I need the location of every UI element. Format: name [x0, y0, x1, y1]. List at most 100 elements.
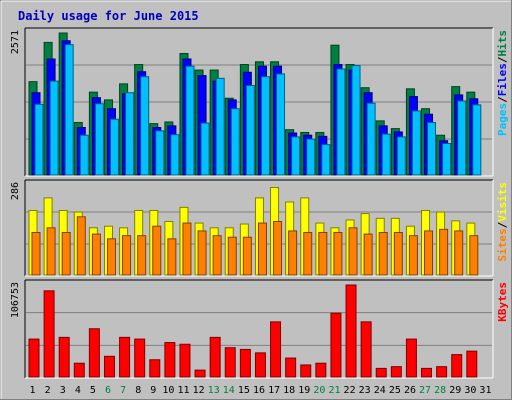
chart-title: Daily usage for June 2015 — [18, 9, 199, 23]
x-tick-day-2: 2 — [45, 385, 51, 396]
x-tick-day-14: 14 — [223, 385, 235, 396]
bar-sites-day-8 — [137, 235, 147, 276]
bar-sites-day-28 — [439, 228, 449, 276]
x-tick-day-7: 7 — [120, 385, 126, 396]
bar-pages-day-28 — [442, 143, 452, 176]
bar-sites-day-7 — [122, 235, 132, 276]
bar-kbytes-day-30 — [466, 350, 478, 378]
bar-pages-day-11 — [185, 65, 195, 176]
ymax-label-1: 2571 — [10, 30, 21, 54]
bar-pages-day-22 — [351, 65, 361, 176]
legend-separator: / — [496, 96, 509, 103]
bar-pages-day-16 — [260, 76, 270, 176]
bar-kbytes-day-18 — [285, 357, 297, 378]
bar-kbytes-day-16 — [254, 352, 266, 378]
bar-kbytes-day-12 — [194, 369, 206, 378]
bar-pages-day-21 — [336, 68, 346, 176]
bar-kbytes-day-21 — [330, 312, 342, 378]
bar-kbytes-day-27 — [421, 367, 433, 378]
bar-kbytes-day-3 — [58, 336, 70, 378]
bar-pages-day-7 — [125, 92, 135, 176]
bar-sites-day-12 — [197, 230, 207, 276]
legend-label-1: Pages/Files/Hits — [496, 30, 509, 136]
bar-kbytes-day-23 — [360, 321, 372, 378]
ymax-label-3: 106753 — [10, 282, 21, 318]
bar-kbytes-day-20 — [315, 362, 327, 378]
x-tick-day-30: 30 — [464, 385, 476, 396]
x-tick-day-1: 1 — [30, 385, 36, 396]
x-tick-day-27: 27 — [419, 385, 431, 396]
bar-sites-day-6 — [106, 238, 116, 276]
legend-kbytes: KBytes — [496, 282, 509, 322]
x-tick-day-3: 3 — [60, 385, 66, 396]
bar-pages-day-17 — [276, 73, 286, 176]
bar-sites-day-27 — [424, 230, 434, 276]
legend-files: Files — [496, 63, 509, 96]
bar-pages-day-23 — [366, 102, 376, 176]
bar-sites-day-29 — [454, 230, 464, 276]
x-tick-day-9: 9 — [150, 385, 156, 396]
bar-pages-day-29 — [457, 100, 467, 176]
x-tick-day-31: 31 — [479, 385, 491, 396]
bar-sites-day-10 — [167, 238, 177, 276]
x-axis-labels: 1 2 3 4 5 6 7 8 9 10 11 12 13 14 15 16 17 18 19 20 21 22 23 24 2… — [30, 385, 492, 396]
bar-pages-day-24 — [381, 133, 391, 176]
bar-kbytes-day-11 — [179, 343, 191, 378]
x-tick-day-6: 6 — [105, 385, 111, 396]
bar-kbytes-day-17 — [270, 321, 282, 378]
bar-pages-day-3 — [64, 44, 74, 176]
legend-sites: Sites — [496, 228, 509, 261]
legend-label-2: Sites/Visits — [496, 182, 509, 262]
x-tick-day-10: 10 — [162, 385, 174, 396]
x-tick-day-24: 24 — [374, 385, 386, 396]
x-tick-day-19: 19 — [298, 385, 310, 396]
bar-pages-day-2 — [49, 80, 59, 176]
x-tick-day-22: 22 — [344, 385, 356, 396]
bar-pages-day-20 — [321, 144, 331, 176]
bar-pages-day-27 — [427, 122, 437, 176]
bar-kbytes-day-26 — [405, 338, 417, 378]
bar-kbytes-day-25 — [390, 366, 402, 378]
bar-kbytes-day-2 — [43, 290, 55, 378]
x-tick-day-28: 28 — [434, 385, 446, 396]
bar-sites-day-9 — [152, 225, 162, 276]
bar-pages-day-8 — [140, 76, 150, 176]
bar-sites-day-18 — [288, 230, 298, 276]
bar-pages-day-25 — [396, 136, 406, 176]
bar-sites-day-22 — [348, 227, 358, 276]
x-tick-day-20: 20 — [313, 385, 325, 396]
bar-kbytes-day-13 — [209, 336, 221, 378]
bar-sites-day-13 — [212, 235, 222, 276]
bar-kbytes-day-14 — [224, 347, 236, 378]
bar-sites-day-3 — [61, 232, 71, 276]
bar-kbytes-day-19 — [300, 364, 312, 378]
bar-pages-day-15 — [245, 85, 255, 176]
bar-kbytes-day-4 — [73, 362, 85, 378]
bar-sites-day-4 — [76, 216, 86, 276]
bar-pages-day-18 — [291, 136, 301, 176]
bar-sites-day-30 — [469, 235, 479, 276]
x-tick-day-16: 16 — [253, 385, 265, 396]
bar-sites-day-26 — [408, 235, 418, 276]
bar-sites-day-16 — [257, 222, 267, 276]
bar-kbytes-day-22 — [345, 284, 357, 378]
bar-sites-day-1 — [31, 232, 41, 276]
bar-sites-day-25 — [393, 232, 403, 276]
x-tick-day-11: 11 — [177, 385, 189, 396]
bar-sites-day-19 — [303, 232, 313, 276]
x-tick-day-18: 18 — [283, 385, 295, 396]
bar-pages-day-5 — [94, 103, 104, 176]
chart-bars — [28, 32, 482, 378]
bar-sites-day-21 — [333, 232, 343, 276]
ymax-label-2: 286 — [10, 182, 21, 200]
bar-pages-day-9 — [155, 130, 165, 176]
x-tick-day-25: 25 — [389, 385, 401, 396]
bar-sites-day-5 — [91, 233, 101, 276]
x-tick-day-29: 29 — [449, 385, 461, 396]
bar-pages-day-12 — [200, 122, 210, 176]
x-tick-day-12: 12 — [193, 385, 205, 396]
bar-kbytes-day-5 — [88, 328, 100, 378]
x-tick-day-17: 17 — [268, 385, 280, 396]
bar-pages-day-4 — [79, 134, 89, 176]
x-tick-day-5: 5 — [90, 385, 96, 396]
